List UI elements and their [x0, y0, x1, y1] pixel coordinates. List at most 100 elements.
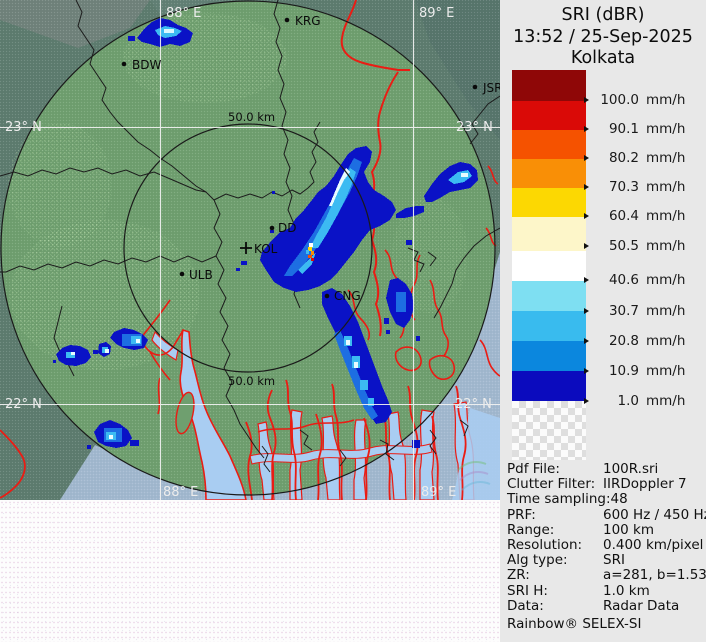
legend-unit: mm/h	[646, 208, 686, 224]
city-label-jsr: JSR	[482, 81, 500, 95]
info-panel: SRI (dBR) 13:52 / 25-Sep-2025 Kolkata 10…	[500, 0, 706, 642]
grid-label-lon-e-bottom: 89° E	[421, 485, 456, 500]
metadata-label: PRF:	[507, 506, 536, 523]
panel-title-block: SRI (dBR) 13:52 / 25-Sep-2025 Kolkata	[500, 5, 706, 70]
metadata-value: 1.0 km	[603, 582, 650, 599]
legend-value: 50.5	[608, 238, 639, 254]
background-texture-area	[0, 500, 500, 642]
city-dot	[284, 17, 290, 23]
radar-artifact	[457, 461, 491, 491]
legend-entry: 40.6 mm/h	[584, 271, 702, 289]
metadata-row: Resolution: 0.400 km/pixel	[507, 537, 704, 554]
legend-unit: mm/h	[646, 121, 686, 137]
delta-channel	[419, 409, 435, 500]
city-label-ulb: ULB	[189, 268, 213, 282]
legend-unit: mm/h	[646, 272, 686, 288]
metadata-row: Time sampling: 48	[507, 492, 703, 507]
legend-value: 1.0	[617, 393, 639, 409]
range-ring-label-bottom: 50.0 km	[228, 374, 275, 388]
city-label-krg: KRG	[295, 14, 321, 28]
legend-value: 10.9	[608, 363, 639, 379]
grid-label-lon-w-top: 88° E	[166, 6, 201, 21]
metadata-value: SRI	[603, 552, 625, 569]
metadata-label: SRI H:	[507, 582, 548, 599]
legend-no-data-swatch	[512, 401, 586, 460]
legend-unit: mm/h	[646, 238, 686, 254]
legend-swatch	[512, 188, 586, 217]
metadata-label: Clutter Filter:	[507, 476, 596, 493]
metadata-label: Alg type:	[507, 552, 568, 569]
legend-entry: 90.1 mm/h	[584, 120, 702, 138]
legend-entry: 70.3 mm/h	[584, 178, 702, 196]
timestamp: 13:52 / 25-Sep-2025	[513, 26, 693, 47]
tick-arrow-icon	[584, 277, 589, 283]
river-branch	[151, 330, 179, 361]
legend-entry: 30.7 mm/h	[584, 302, 702, 320]
legend-entry: 1.0 mm/h	[584, 392, 702, 410]
legend-unit: mm/h	[646, 303, 686, 319]
legend-color-bar	[512, 70, 586, 401]
radar-map-canvas: 88° E 89° E 88° E 89° E 23° N 23° N 22° …	[0, 0, 500, 500]
metadata-row: Clutter Filter: IIRDoppler 7	[507, 477, 703, 492]
legend-swatch	[512, 70, 586, 101]
tick-arrow-icon	[584, 213, 589, 219]
tick-arrow-icon	[584, 155, 589, 161]
legend-entry: 50.5 mm/h	[584, 237, 702, 255]
tick-arrow-icon	[584, 308, 589, 314]
tick-arrow-icon	[584, 338, 589, 344]
legend-unit: mm/h	[646, 393, 686, 409]
legend-swatch	[512, 281, 586, 311]
metadata-value: 0.400 km/pixel	[603, 537, 704, 554]
radar-site-cross-icon	[240, 242, 252, 254]
range-ring-50km	[123, 123, 373, 373]
legend-unit: mm/h	[646, 150, 686, 166]
city-label-dd: DD	[278, 221, 296, 235]
range-ring-100km	[0, 0, 496, 496]
metadata-value: 48	[610, 491, 628, 508]
software-brand: Rainbow® SELEX-SI	[507, 616, 642, 632]
metadata-label: Range:	[507, 521, 555, 538]
legend-entry: 80.2 mm/h	[584, 149, 702, 167]
precipitation-echoes	[53, 18, 478, 449]
graticule	[0, 0, 500, 500]
grid-label-lat-n-left: 23° N	[5, 120, 42, 135]
legend-value: 20.8	[608, 333, 639, 349]
range-ring-label-top: 50.0 km	[228, 110, 275, 124]
legend-entry: 10.9 mm/h	[584, 362, 702, 380]
tick-arrow-icon	[584, 97, 589, 103]
legend-swatch	[512, 159, 586, 188]
product-title: SRI (dBR)	[561, 5, 645, 25]
legend-value: 80.2	[608, 150, 639, 166]
delta-channel	[353, 419, 367, 500]
city-dot	[324, 293, 330, 299]
legend-swatch	[512, 101, 586, 130]
metadata-row: Range: 100 km	[507, 521, 703, 538]
river-hooghly	[179, 328, 247, 500]
metadata-row: SRI H: 1.0 km	[507, 582, 703, 599]
metadata-row: Pdf File: 100R.sri	[507, 461, 703, 477]
legend-value: 40.6	[608, 272, 639, 288]
metadata-label: ZR:	[507, 567, 530, 584]
river-island	[175, 391, 195, 435]
legend-swatch	[512, 217, 586, 251]
grid-label-lon-w-bottom: 88° E	[163, 485, 198, 500]
metadata-value: 100R.sri	[603, 461, 659, 477]
tick-arrow-icon	[584, 243, 589, 249]
legend-entry: 20.8 mm/h	[584, 332, 702, 350]
city-dot	[269, 225, 275, 231]
metadata-value: Radar Data	[603, 597, 680, 614]
metadata-label: Data:	[507, 597, 544, 614]
metadata-value: 100 km	[603, 521, 655, 538]
grid-label-lat-s-right: 22° N	[455, 397, 492, 412]
legend-value: 60.4	[608, 208, 639, 224]
legend-value: 30.7	[608, 303, 639, 319]
metadata-label: Resolution:	[507, 537, 583, 554]
legend-unit: mm/h	[646, 179, 686, 195]
radar-site-name: Kolkata	[570, 48, 636, 68]
grid-label-lat-s-left: 22° N	[5, 397, 42, 412]
coastal-water	[452, 408, 500, 500]
metadata-row: ZR: a=281, b=1.53	[507, 567, 706, 584]
legend-swatch	[512, 371, 586, 401]
metadata-value: a=281, b=1.53	[603, 567, 706, 584]
